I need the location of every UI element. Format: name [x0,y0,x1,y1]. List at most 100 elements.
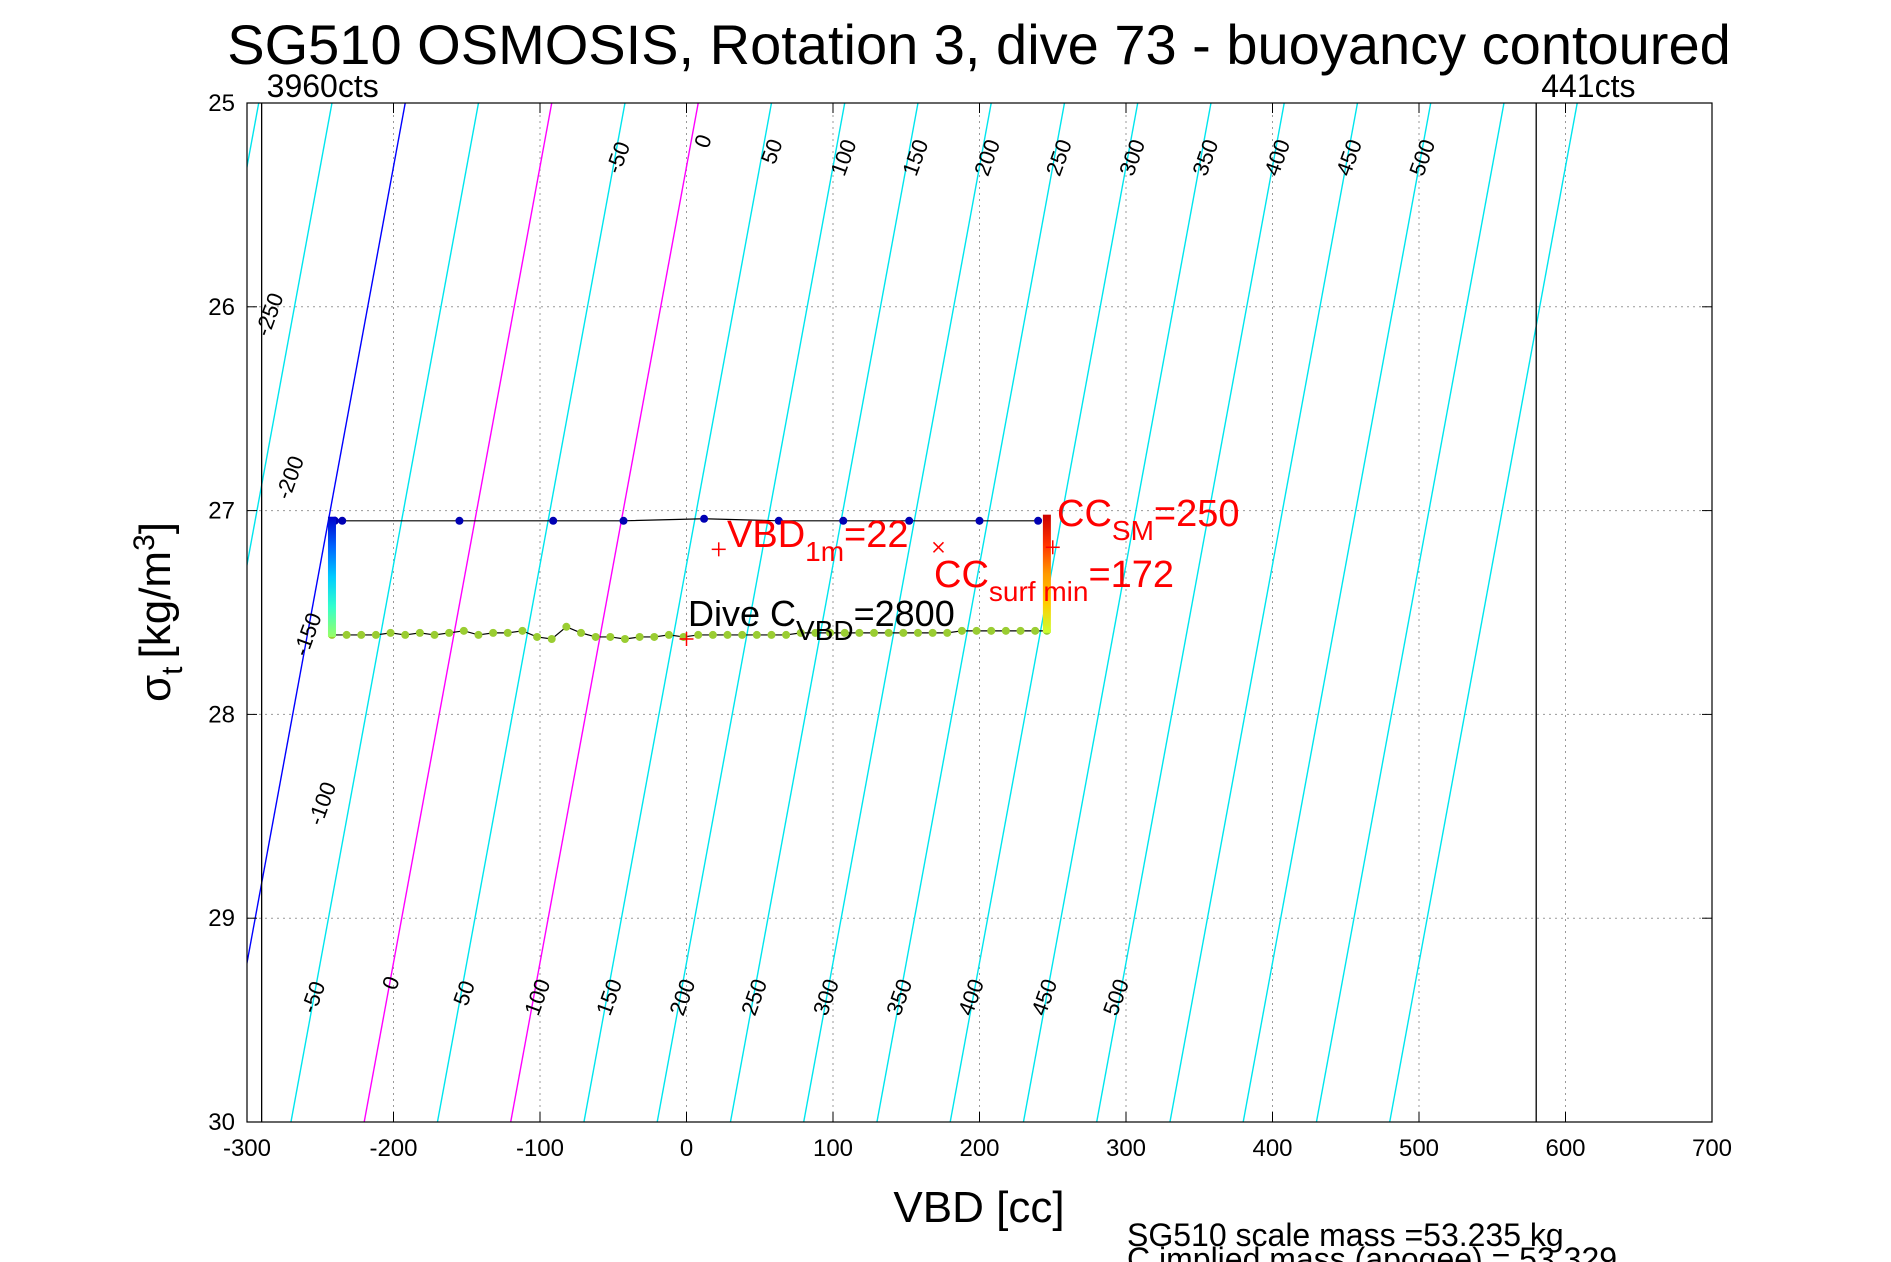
series-point [606,632,615,641]
contour-line [656,103,846,1122]
series-point [549,516,558,525]
vbd-limit-label: 3960cts [267,68,379,104]
contour-line [729,103,919,1122]
y-label-close: ] [131,522,180,534]
footer-scale-mass: SG510 scale mass =53.235 kg [1127,1217,1564,1253]
series-point [357,630,366,639]
contour-line [803,103,992,1122]
series-point [782,630,791,639]
x-tick-label: 400 [1252,1135,1292,1162]
vbd1m-val: =22 [844,514,908,556]
series-point [664,630,673,639]
label-ccsm: CCSM=250 [1057,493,1239,546]
series-point [870,628,879,637]
vbd-limit-label: 441cts [1541,68,1635,104]
series-point [855,628,864,637]
y-tick-label: 25 [208,90,235,117]
series-point [518,626,527,635]
dive-main: Dive C [688,593,796,634]
x-tick-label: 200 [959,1135,999,1162]
series-point [619,516,628,525]
series-point [884,628,893,637]
x-marker [932,541,945,553]
contour-line [290,103,480,1122]
series-point [489,628,498,637]
series-point [708,630,717,639]
series-point [562,622,571,631]
vbd1m-main: VBD [727,514,805,556]
contour-line [510,103,699,1122]
x-tick-label: -100 [516,1135,564,1162]
ccsm-main: CC [1057,493,1112,535]
footer-implied-mass: C implied mass (apogee) = 53.329 [1127,1241,1617,1262]
ccsurf-main: CC [934,554,989,596]
plot-area [247,103,1712,1122]
series-point [503,628,512,637]
series-point [840,628,849,637]
x-axis-ticks: -300 -200 -100 0 100 200 300 400 500 600 700 [223,103,1732,1162]
series-point [401,630,410,639]
dive-sub: VBD [796,615,854,646]
series-point [700,514,709,523]
series-point [577,628,586,637]
y-tick-label: 27 [208,498,235,525]
contour-line [1022,103,1212,1122]
series-point [796,628,805,637]
series-point [767,630,776,639]
series-point [1031,626,1040,635]
series-point [342,630,351,639]
contour-line [1389,103,1578,1122]
vbd-limit-lines: 3960cts 441cts [260,68,1635,1122]
series-point [905,516,914,525]
series-point [474,630,483,639]
series-point [547,634,556,643]
vertical-color-segment [327,516,336,637]
contour-line [247,103,333,569]
dive-val: =2800 [854,593,955,634]
series-point [738,630,747,639]
series-point [752,630,761,639]
contour-line [876,103,1066,1122]
y-axis-label: σt [kg/m3] [128,522,189,702]
series-point [913,628,922,637]
y-label-unit: [kg/m [131,551,180,659]
series-point [459,626,468,635]
contour-line [1242,103,1432,1122]
series-point [826,628,835,637]
chart-title: SG510 OSMOSIS, Rotation 3, dive 73 - buo… [227,13,1731,76]
series-point [774,516,783,525]
svg-text:σt[kg/m3]: σt [kg/m3] [128,522,189,702]
x-tick-label: -300 [223,1135,271,1162]
y-tick-label: 26 [208,294,235,321]
x-tick-label: 500 [1399,1135,1439,1162]
contour-line [363,103,553,1122]
x-tick-label: 300 [1106,1135,1146,1162]
contour-line [1096,103,1285,1122]
contour-line [247,103,406,967]
series-point [620,634,629,643]
label-ccsurf: CCsurf min=172 [934,554,1174,607]
y-label-sub: t [156,666,189,675]
series-point [839,516,848,525]
series-point [943,628,952,637]
y-axis-ticks: 25 26 27 28 29 30 [208,90,1712,1136]
series-point [1034,516,1043,525]
series-point [723,630,732,639]
series-point [533,632,542,641]
contour-line [436,103,626,1122]
contour-line [1169,103,1359,1122]
series-point [972,626,981,635]
contour-line [583,103,773,1122]
series-point [386,628,395,637]
y-tick-label: 30 [208,1109,235,1136]
label-vbd1m: VBD1m=22 [727,514,909,567]
series-point [371,630,380,639]
series-point [455,516,464,525]
series-point [694,630,703,639]
contour-line [1315,103,1505,1122]
series-point [445,628,454,637]
ccsurf-val: =172 [1088,554,1174,596]
vbd1m-sub: 1m [805,536,844,567]
series-point [338,516,347,525]
